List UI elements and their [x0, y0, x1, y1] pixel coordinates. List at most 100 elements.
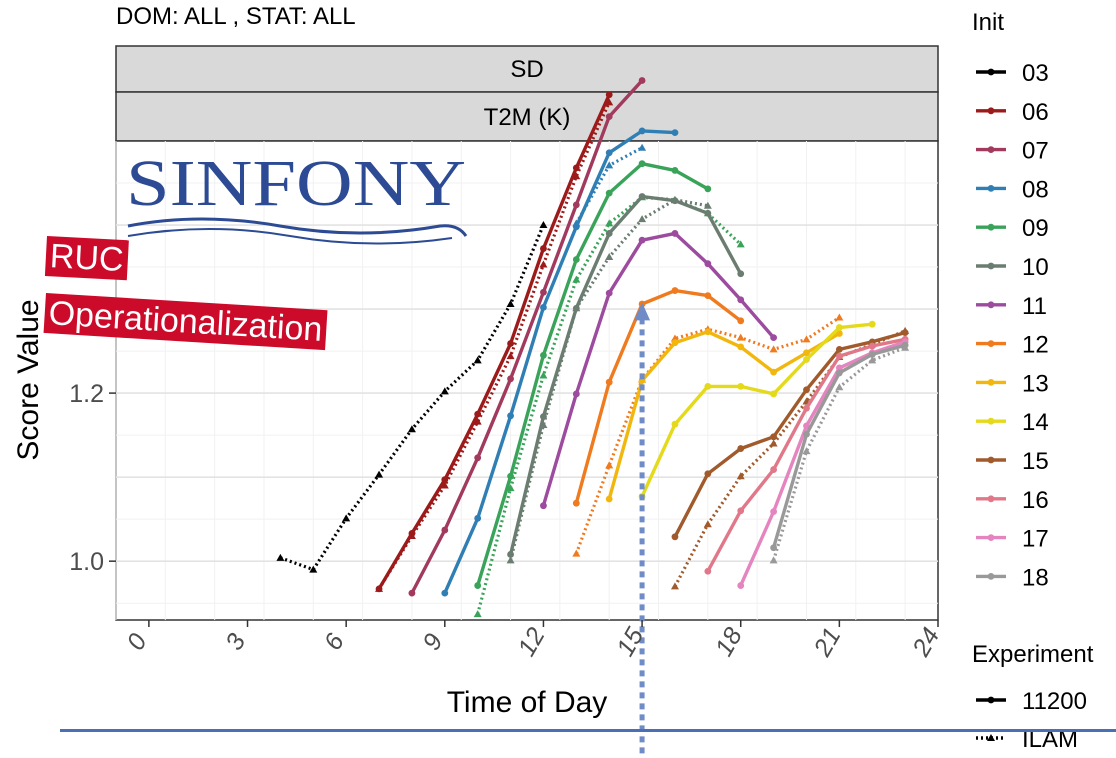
series-09-ilam-point: [605, 219, 614, 227]
series-06-ilam-point: [473, 417, 482, 425]
legend-exp-ILAM-point: [987, 734, 995, 741]
legend-key-07-point: [987, 146, 995, 154]
series-12-ilam-point: [769, 345, 778, 353]
legend-label-16: 16: [1022, 487, 1049, 514]
series-10-11200-point: [540, 413, 547, 421]
series-06-ilam-point: [572, 172, 581, 180]
series-11-11200-point: [770, 334, 777, 342]
series-08-11200-point: [605, 149, 613, 157]
series-11-11200-point: [671, 230, 679, 237]
legend-label-06: 06: [1022, 99, 1049, 126]
series-12-11200-point: [605, 378, 613, 386]
series-03-ilam-point: [342, 514, 351, 522]
series-03-ilam-point: [440, 387, 449, 395]
series-13-11200-point: [605, 495, 613, 503]
series-12-ilam-point: [670, 334, 679, 342]
series-08-11200-point: [474, 514, 482, 522]
series-13-11200-point: [803, 349, 810, 357]
series-11-11200-point: [737, 296, 745, 304]
legend-key-12-point: [987, 340, 995, 347]
series-03-ilam-point: [407, 425, 416, 433]
series-15-11200-point: [704, 470, 712, 478]
series-14-11200-point: [868, 320, 876, 328]
series-06-ilam-point: [440, 481, 449, 489]
x-axis-label: Time of Day: [447, 686, 608, 719]
series-12-11200-point: [572, 499, 580, 507]
series-12-11200-point: [704, 292, 712, 300]
series-09-11200-point: [572, 256, 580, 263]
series-06-ilam-point: [506, 352, 515, 360]
legend-key-16-point: [987, 495, 995, 503]
series-12-ilam-point: [736, 333, 745, 341]
series-18-11200-point: [803, 430, 810, 438]
series-17-11200-b-line: [739, 340, 906, 587]
series-14-11200-point: [671, 420, 679, 428]
series-07-11200-point: [474, 454, 482, 462]
series-07-11200-point: [441, 526, 449, 534]
y-axis-label: Score Value: [12, 299, 45, 460]
series-11-11200-point: [605, 289, 613, 297]
series-10-11200-line: [508, 194, 743, 555]
legend-key-17-point: [987, 534, 995, 541]
series-16-11200-point: [704, 567, 712, 575]
legend-key-15-point: [987, 456, 995, 464]
legend-exp-11200-point: [987, 696, 995, 704]
legend-label-08: 08: [1022, 176, 1049, 203]
series-06-11200-point: [540, 245, 547, 252]
series-09-11200-point: [704, 185, 712, 193]
series-06-11200-point: [375, 585, 383, 593]
series-12-11200-point: [671, 287, 679, 294]
strip-label-variable: T2M (K): [484, 104, 571, 131]
strip-label-sd: SD: [510, 56, 543, 83]
series-15-11200-point: [901, 329, 909, 336]
series-14-11200-point: [835, 324, 843, 331]
series-15-11200-line: [673, 330, 906, 538]
series-14-11200-point: [770, 390, 777, 398]
legend-label-15: 15: [1022, 448, 1049, 475]
series-18-ilam-point: [769, 556, 778, 564]
legend-key-06-point: [987, 107, 995, 115]
y-tick-label: 1.0: [69, 548, 104, 576]
series-10-11200-point: [638, 193, 646, 200]
legend-label-03: 03: [1022, 60, 1049, 87]
series-13-11200-point: [737, 343, 745, 351]
legend-init-title: Init: [972, 9, 1004, 36]
legend-label-09: 09: [1022, 215, 1049, 242]
series-14-11200-line: [640, 322, 873, 498]
series-14-11200-point: [737, 382, 745, 390]
series-18-ilam-point: [802, 447, 811, 455]
series-06-11200-point: [605, 91, 613, 99]
series-11-11200-point: [638, 236, 646, 244]
series-08-ilam-point: [605, 161, 614, 169]
series-11-11200-point: [540, 502, 547, 510]
series-06-11200-point: [474, 410, 482, 418]
series-06-11200-point: [441, 476, 449, 484]
series-15-ilam-point: [670, 582, 679, 590]
series-18-ilam-point: [835, 383, 844, 391]
series-03-ilam-point: [276, 553, 285, 561]
series-08-11200-point: [540, 303, 547, 311]
series-11-11200-point: [572, 390, 580, 398]
series-07-11200-point: [408, 589, 416, 597]
ruc-label: RUC: [44, 236, 129, 281]
legend-label-18: 18: [1022, 564, 1049, 591]
series-09-ilam-point: [539, 371, 548, 379]
series-08-11200-point: [507, 412, 514, 420]
series-09-ilam-point: [506, 484, 515, 492]
series-18-11200-point: [770, 544, 777, 552]
x-tick-label: 24: [907, 623, 946, 662]
series-03-ilam-point: [375, 470, 384, 478]
strip-variable: [115, 91, 939, 142]
series-16-11200-point: [770, 466, 777, 473]
series-17-11200-b-point: [835, 364, 843, 372]
series-03-ilam-point: [473, 356, 482, 364]
x-tick-label: 18: [710, 623, 748, 661]
series-13-11200-point: [770, 368, 777, 376]
logo-wave-2: [127, 228, 453, 245]
series-07-11200-point: [572, 201, 580, 209]
series-15-11200-point: [803, 386, 810, 394]
y-tick-label: 1.2: [69, 380, 104, 408]
series-18-11200-point: [835, 369, 843, 377]
series-07-11200-point: [507, 375, 514, 383]
